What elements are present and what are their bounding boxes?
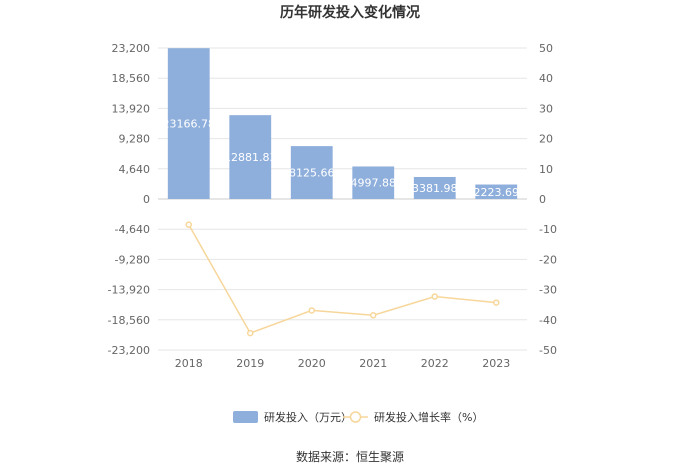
legend: 研发投入（万元） 研发投入增长率（%） — [233, 410, 483, 424]
right-tick-label: 20 — [539, 133, 553, 146]
left-tick-label: -13,920 — [108, 284, 150, 297]
left-tick-label: 23,200 — [112, 42, 151, 55]
line-series — [185, 221, 500, 337]
right-axis: 50 40 30 20 10 0 -10 -20 -30 -40 -50 — [539, 42, 557, 357]
x-tick-label: 2020 — [298, 357, 326, 370]
left-tick-label: -23,200 — [108, 344, 150, 357]
line-point — [185, 221, 192, 228]
bar — [475, 184, 518, 199]
x-tick-label: 2022 — [421, 357, 449, 370]
bar-series — [167, 48, 518, 199]
left-tick-label: -9,280 — [115, 253, 150, 266]
left-tick-label: -4,640 — [115, 223, 150, 236]
bar-value-label: 2223.69 — [474, 186, 520, 199]
chart-title: 历年研发投入变化情况 — [280, 4, 420, 21]
right-tick-label: 0 — [539, 193, 546, 206]
grid-lines — [158, 47, 527, 351]
x-tick-label: 2021 — [359, 357, 387, 370]
bar — [290, 146, 333, 199]
legend-bar-swatch — [233, 411, 258, 423]
right-tick-label: -20 — [539, 253, 557, 266]
bar-labels: 23166.78 12881.83 8125.66 4997.88 3381.98 222… — [163, 118, 520, 199]
line-point — [247, 329, 254, 337]
growth-line — [188, 224, 497, 335]
right-tick-label: 30 — [539, 102, 553, 115]
x-tick-label: 2018 — [175, 357, 203, 370]
left-axis: 23,200 18,560 13,920 9,280 4,640 0 -4,640 -9,28… — [108, 42, 150, 357]
left-tick-label: 4,640 — [119, 163, 151, 176]
x-tick-label: 2023 — [482, 357, 510, 370]
left-tick-label: 18,560 — [112, 72, 151, 85]
bar — [229, 115, 272, 199]
bar-value-label: 8125.66 — [289, 167, 335, 180]
left-tick-label: -18,560 — [108, 314, 150, 327]
bar-value-label: 23166.78 — [163, 118, 216, 131]
source-text: 数据来源：恒生聚源 — [296, 449, 404, 464]
line-point — [370, 312, 377, 319]
bar-value-label: 4997.88 — [351, 177, 397, 190]
right-tick-label: 10 — [539, 163, 553, 176]
right-tick-label: 50 — [539, 42, 553, 55]
bar — [167, 48, 210, 199]
bar — [413, 176, 456, 199]
line-point — [493, 299, 500, 306]
legend-bar-label: 研发投入（万元） — [264, 410, 352, 424]
bar — [352, 166, 395, 199]
right-tick-label: -10 — [539, 223, 557, 236]
legend-line-label: 研发投入增长率（%） — [374, 410, 483, 424]
x-tick-label: 2019 — [236, 357, 264, 370]
left-tick-label: 9,280 — [119, 133, 151, 146]
left-tick-label: 0 — [143, 193, 150, 206]
x-axis: 2018 2019 2020 2021 2022 2023 — [175, 357, 511, 370]
right-tick-label: -30 — [539, 284, 557, 297]
bar-value-label: 3381.98 — [412, 182, 458, 195]
right-tick-label: -50 — [539, 344, 557, 357]
left-tick-label: 13,920 — [112, 102, 151, 115]
bar-value-label: 12881.83 — [224, 151, 277, 164]
right-tick-label: -40 — [539, 314, 557, 327]
line-point — [431, 293, 438, 300]
right-tick-label: 40 — [539, 72, 553, 85]
line-point — [308, 307, 315, 314]
legend-line-marker — [349, 411, 362, 423]
